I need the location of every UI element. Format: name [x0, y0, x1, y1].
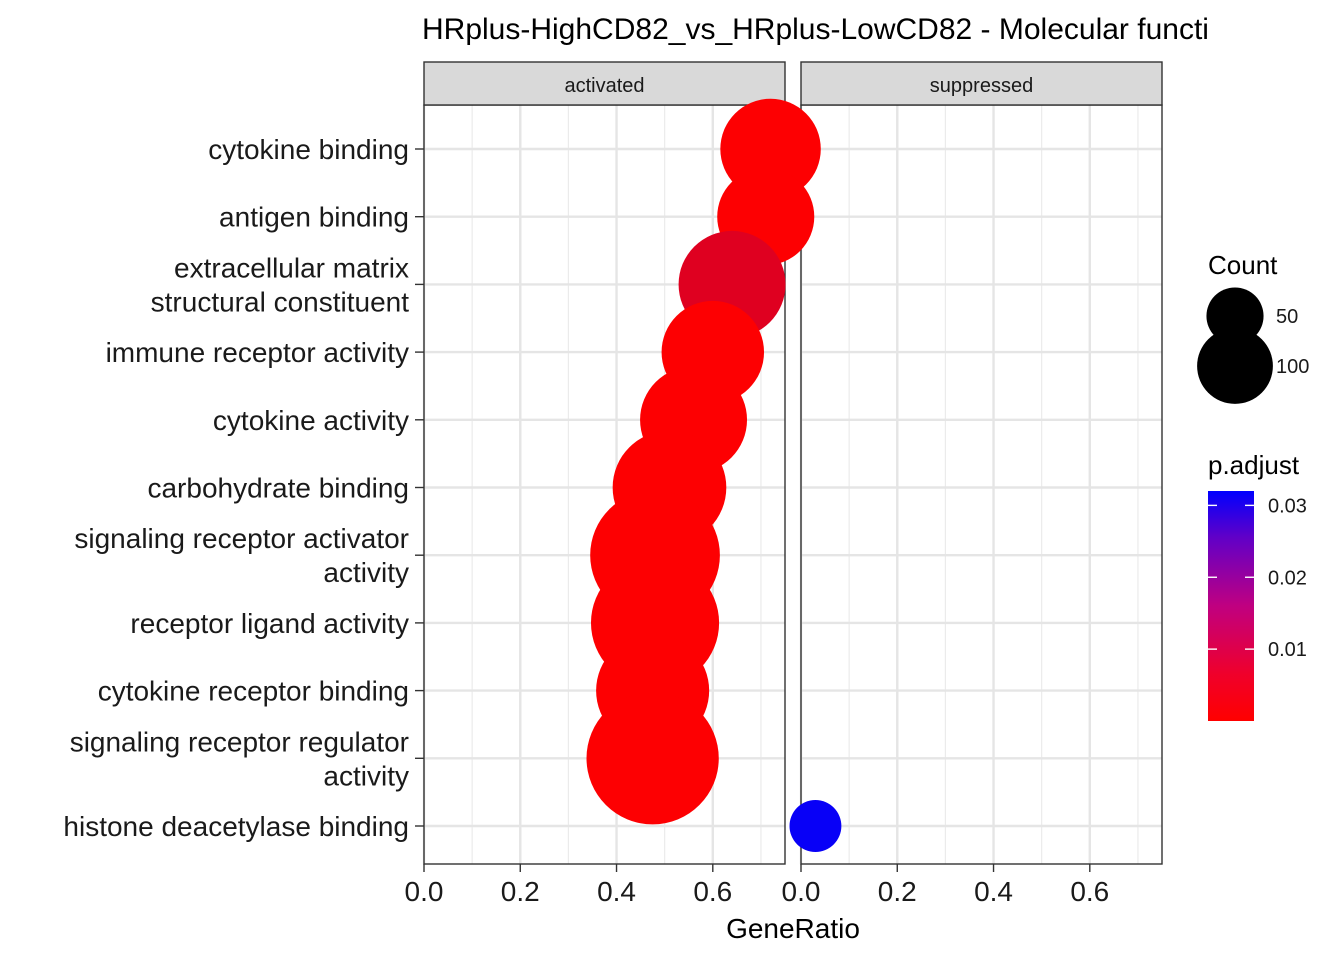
- count-legend: Count 50 100: [1197, 250, 1309, 404]
- x-tick-label: 0.6: [693, 876, 732, 907]
- p-adjust-legend: p.adjust 0.01 0.02 0.03: [1208, 450, 1307, 721]
- x-tick-label: 0.2: [501, 876, 540, 907]
- data-point: [586, 692, 719, 825]
- term-label: signaling receptor activator: [74, 523, 409, 554]
- x-axis-title: GeneRatio: [726, 913, 860, 944]
- term-label: structural constituent: [151, 286, 410, 317]
- facet-panel-suppressed: suppressed: [799, 61, 1163, 865]
- term-label: cytokine activity: [213, 405, 409, 436]
- p-adjust-legend-label: 0.03: [1268, 495, 1307, 517]
- term-label: signaling receptor regulator: [70, 726, 409, 757]
- panel-background: [801, 105, 1162, 864]
- term-labels: cytokine binding antigen binding extracell…: [63, 134, 424, 842]
- x-tick-label: 0.4: [597, 876, 636, 907]
- count-legend-label: 50: [1276, 306, 1298, 328]
- term-label: immune receptor activity: [106, 337, 409, 368]
- facet-panels: activated suppressed: [422, 61, 1163, 865]
- term-label: activity: [323, 760, 409, 791]
- count-legend-key: [1197, 328, 1273, 404]
- data-point: [789, 800, 842, 852]
- p-adjust-legend-label: 0.02: [1268, 567, 1307, 589]
- term-label: cytokine binding: [208, 134, 409, 165]
- count-legend-key: [1206, 287, 1264, 345]
- p-adjust-colorbar: [1208, 491, 1254, 721]
- count-legend-label: 100: [1276, 356, 1309, 378]
- p-adjust-legend-title: p.adjust: [1208, 450, 1300, 480]
- term-label: carbohydrate binding: [147, 473, 409, 504]
- x-tick-label: 0.4: [974, 876, 1013, 907]
- x-tick-label: 0.6: [1070, 876, 1109, 907]
- term-label: extracellular matrix: [174, 252, 409, 283]
- x-axis: 0.0 0.2 0.4 0.6 0.0 0.2 0.4 0.6: [405, 864, 1109, 907]
- x-tick-label: 0.2: [878, 876, 917, 907]
- x-tick-label: 0.0: [782, 876, 821, 907]
- x-tick-label: 0.0: [405, 876, 444, 907]
- facet-strip-label: suppressed: [930, 75, 1033, 97]
- facet-strip: [423, 61, 786, 106]
- facet-strip: [800, 61, 1163, 106]
- chart-title: HRplus-HighCD82_vs_HRplus-LowCD82 - Mole…: [422, 13, 1209, 46]
- facet-strip-label: activated: [564, 75, 644, 97]
- count-legend-title: Count: [1208, 250, 1278, 280]
- term-label: cytokine receptor binding: [98, 676, 409, 707]
- term-label: activity: [323, 557, 409, 588]
- term-label: receptor ligand activity: [130, 608, 409, 639]
- term-label: antigen binding: [219, 202, 409, 233]
- p-adjust-legend-label: 0.01: [1268, 639, 1307, 661]
- term-label: histone deacetylase binding: [63, 811, 409, 842]
